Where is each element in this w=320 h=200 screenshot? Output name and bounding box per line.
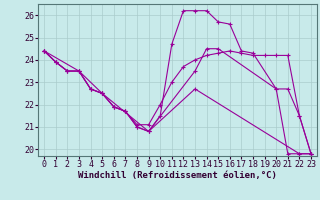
X-axis label: Windchill (Refroidissement éolien,°C): Windchill (Refroidissement éolien,°C) [78, 171, 277, 180]
